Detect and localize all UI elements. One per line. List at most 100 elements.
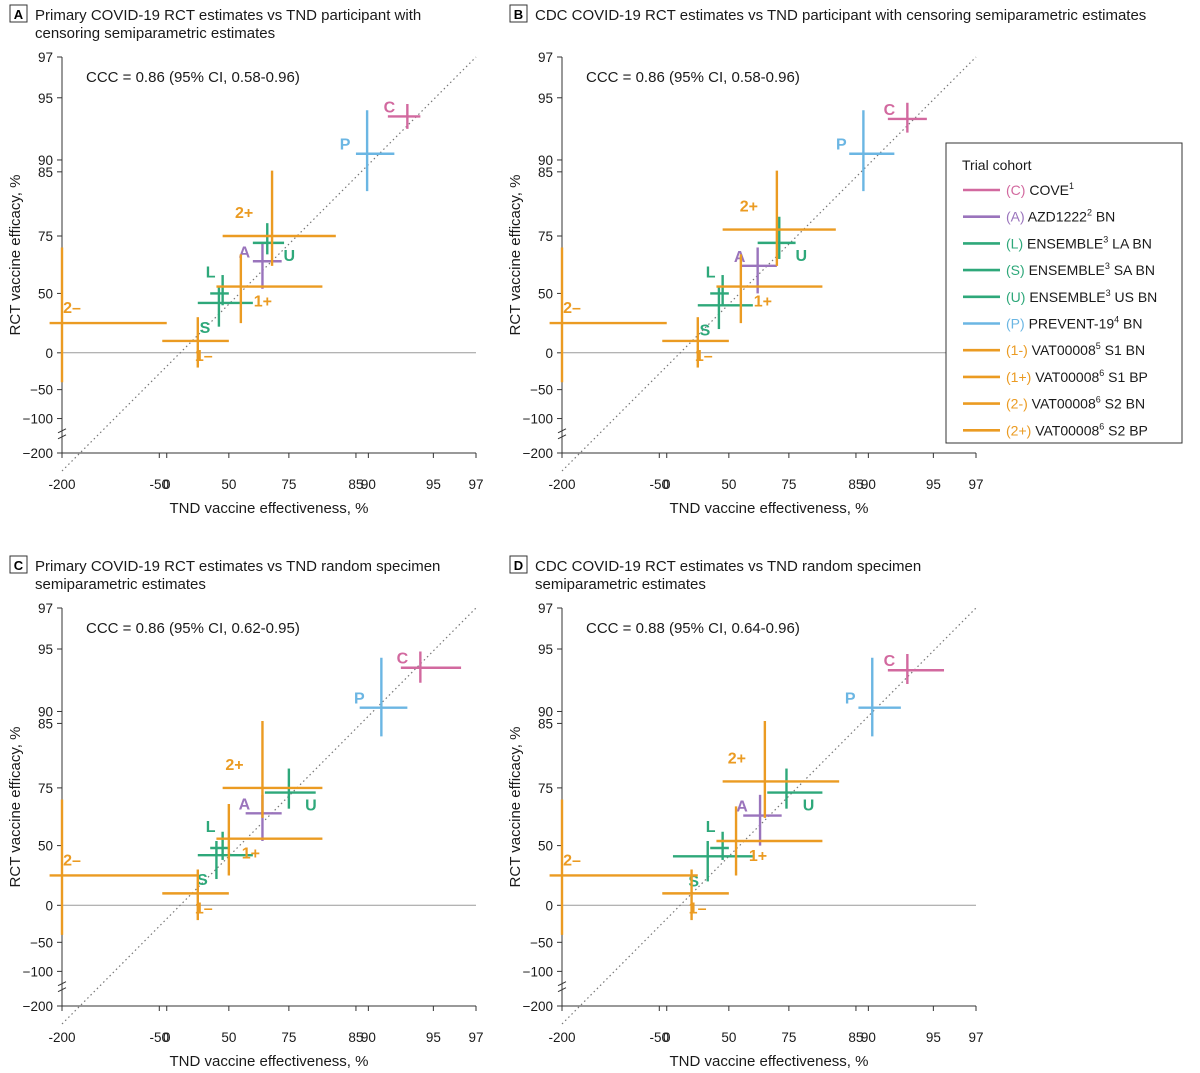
point-label: S (200, 320, 211, 337)
point-2plus: 2+ (722, 170, 836, 266)
x-tick-label: 50 (721, 477, 736, 492)
ccc-annotation: CCC = 0.88 (95% CI, 0.64-0.96) (586, 620, 800, 637)
y-tick-label: 95 (538, 642, 553, 657)
point-label: 1+ (749, 848, 767, 865)
point-1minus: 1– (662, 317, 729, 368)
point-label: 1+ (242, 846, 260, 863)
point-label: P (836, 137, 847, 154)
y-tick-label: −100 (523, 964, 553, 979)
point-label: C (384, 99, 396, 116)
y-tick-label: 97 (38, 50, 53, 65)
point-U: U (252, 223, 295, 265)
axis-break (557, 428, 567, 434)
axis-break (557, 987, 567, 993)
y-tick-label: 90 (538, 153, 553, 168)
y-tick-label: 97 (538, 50, 553, 65)
y-tick-label: 97 (538, 601, 553, 616)
point-label: S (700, 322, 711, 339)
x-tick-label: 85 (348, 1030, 363, 1045)
point-label: 2– (563, 300, 581, 317)
y-tick-label: 50 (38, 286, 53, 301)
legend-label: (C) COVE1 (1006, 181, 1074, 198)
panel-title: Primary COVID-19 RCT estimates vs TND ra… (35, 558, 440, 575)
x-tick-label: 97 (468, 477, 483, 492)
panel-d: D CDC COVID-19 RCT estimates vs TND rando… (507, 555, 984, 1070)
panel-letter-box (509, 4, 528, 23)
legend-item: (P) PREVENT-194 BN (963, 315, 1143, 332)
point-label: 1– (689, 900, 707, 917)
x-tick-label: 97 (968, 477, 983, 492)
x-tick-label: 95 (926, 1030, 941, 1045)
y-tick-label: 50 (538, 286, 553, 301)
point-label: 2+ (235, 205, 253, 222)
y-tick-label: 50 (38, 839, 53, 854)
point-1minus: 1– (162, 869, 229, 921)
panel-a: A Primary COVID-19 RCT estimates vs TND p… (7, 4, 484, 517)
legend-label: (U) ENSEMBLE3 US BN (1006, 288, 1157, 305)
point-2minus: 2– (49, 247, 167, 383)
x-tick-label: -200 (48, 1030, 75, 1045)
y-tick-label: −50 (30, 935, 53, 950)
y-axis-label: RCT vaccine efficacy, % (507, 175, 524, 336)
x-tick-label: 75 (781, 1030, 796, 1045)
ccc-annotation: CCC = 0.86 (95% CI, 0.62-0.95) (86, 620, 300, 637)
legend-label: (L) ENSEMBLE3 LA BN (1006, 234, 1152, 251)
point-2minus: 2– (549, 247, 667, 383)
axis-break (57, 981, 67, 987)
point-C: C (884, 102, 927, 133)
x-tick-label: 75 (281, 477, 296, 492)
point-label: A (736, 799, 748, 816)
point-label: 1– (695, 348, 713, 365)
y-tick-label: 95 (38, 91, 53, 106)
point-label: P (340, 137, 351, 154)
x-tick-label: 50 (221, 477, 236, 492)
identity-line (61, 56, 477, 472)
point-2minus: 2– (49, 799, 198, 935)
legend-label: (1-) VAT000085 S1 BN (1006, 341, 1145, 358)
point-label: S (688, 873, 699, 890)
panel-title: CDC COVID-19 RCT estimates vs TND random… (535, 558, 921, 575)
y-tick-label: −50 (530, 935, 553, 950)
panel-title: censoring semiparametric estimates (35, 25, 275, 42)
x-tick-label: -50 (150, 477, 170, 492)
point-2plus: 2+ (722, 721, 840, 818)
x-tick-label: 85 (848, 1030, 863, 1045)
y-tick-label: 85 (38, 716, 53, 731)
identity-line (61, 607, 477, 1025)
point-U: U (264, 768, 317, 815)
point-A: A (239, 794, 282, 841)
x-axis-label: TND vaccine effectiveness, % (670, 500, 869, 517)
y-axis-label: RCT vaccine efficacy, % (507, 727, 524, 888)
x-tick-label: 90 (361, 477, 376, 492)
point-L: L (706, 264, 729, 306)
y-tick-label: 90 (38, 704, 53, 719)
point-label: U (795, 248, 807, 265)
panel-letter-box (9, 4, 28, 23)
point-2minus: 2– (549, 799, 698, 935)
y-tick-label: 0 (45, 898, 53, 913)
point-label: S (197, 872, 208, 889)
legend-item: (S) ENSEMBLE3 SA BN (963, 261, 1155, 278)
point-label: 1– (195, 348, 213, 365)
point-S: S (697, 286, 753, 339)
point-C: C (397, 651, 462, 683)
point-1plus: 1+ (716, 806, 823, 876)
point-1plus: 1+ (216, 254, 323, 324)
y-tick-label: 75 (538, 781, 553, 796)
point-P: P (340, 110, 395, 192)
point-label: L (706, 264, 716, 281)
y-tick-label: 75 (38, 229, 53, 244)
panel-b: B CDC COVID-19 RCT estimates vs TND parti… (507, 4, 1146, 517)
point-label: L (706, 819, 716, 836)
panel-title: semiparametric estimates (35, 576, 206, 593)
legend: Trial cohort (C) COVE1 (A) AZD12222 BN (L) … (945, 142, 1183, 444)
legend-item: (A) AZD12222 BN (963, 208, 1115, 225)
point-label: L (206, 819, 216, 836)
point-label: P (354, 691, 365, 708)
axis-break (57, 987, 67, 993)
x-tick-label: 0 (663, 477, 671, 492)
point-1plus: 1+ (716, 254, 823, 324)
x-tick-label: 97 (468, 1030, 483, 1045)
point-label: 1– (195, 900, 213, 917)
legend-item: (2-) VAT000086 S2 BN (963, 395, 1145, 412)
